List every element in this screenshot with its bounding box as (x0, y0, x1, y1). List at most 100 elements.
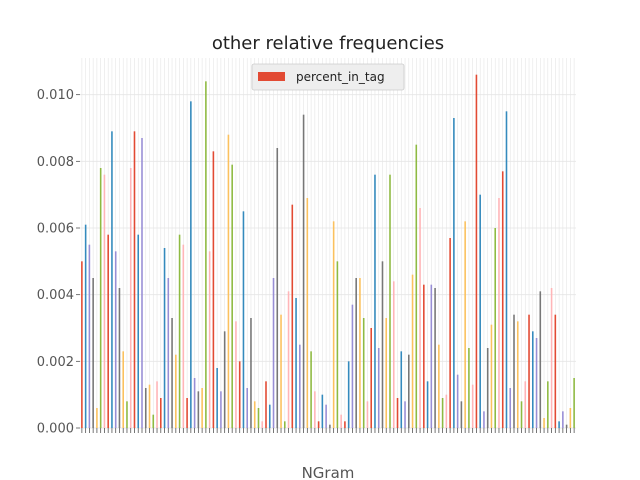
bar (573, 378, 575, 428)
bar (302, 114, 305, 429)
y-tick-label: 0.000 (37, 422, 74, 437)
bar (434, 288, 436, 428)
bar (524, 381, 527, 428)
bar (362, 318, 365, 428)
bar (528, 314, 530, 428)
bar (122, 351, 124, 428)
bar (107, 234, 109, 428)
bar (81, 261, 83, 428)
bar (340, 414, 342, 428)
x-axis-label: NGram (302, 464, 355, 480)
bar (329, 424, 331, 428)
y-tick-label: 0.004 (37, 288, 74, 303)
bar (411, 274, 414, 428)
bar (144, 388, 147, 428)
bar (148, 384, 151, 428)
bar (513, 314, 515, 428)
bar (246, 388, 248, 428)
legend-swatch (258, 72, 285, 81)
bar (156, 381, 158, 428)
bar (197, 391, 200, 428)
bar (404, 401, 406, 428)
bar (547, 381, 549, 428)
bar (193, 378, 196, 428)
bar (133, 131, 136, 428)
bar (471, 384, 474, 428)
bar (190, 101, 192, 428)
x-axis-ticks (81, 428, 575, 433)
bar (242, 211, 245, 428)
bar (509, 388, 512, 428)
bar (479, 194, 481, 428)
bar (235, 321, 237, 428)
bar (426, 381, 429, 428)
bar (347, 361, 350, 428)
bar (265, 381, 267, 428)
bar (569, 408, 572, 428)
bar (359, 278, 361, 428)
bar (498, 198, 500, 428)
bar (430, 284, 433, 428)
legend-box (251, 63, 405, 91)
bar (223, 331, 226, 428)
bar (118, 288, 121, 428)
bar (396, 398, 399, 428)
bar (505, 111, 508, 428)
bar (103, 174, 106, 428)
bar (490, 324, 493, 428)
bar (99, 168, 102, 428)
bar (261, 421, 264, 428)
bar (475, 74, 478, 429)
bar (355, 278, 357, 428)
bar (535, 338, 538, 428)
y-axis-ticks: 0.000 0.002 0.004 0.006 0.008 0.010 (37, 88, 80, 437)
bar (201, 388, 203, 428)
bar (400, 351, 403, 428)
bar (317, 421, 320, 428)
bar (208, 251, 211, 428)
bar (238, 361, 241, 428)
bar (464, 221, 466, 428)
bar (92, 278, 94, 428)
bar (84, 224, 87, 428)
bar (408, 354, 410, 428)
bar (310, 351, 312, 428)
bar (175, 354, 177, 428)
bar (449, 238, 451, 428)
bar (182, 244, 185, 428)
bar (445, 394, 448, 428)
bar (468, 348, 470, 428)
bar (152, 414, 155, 428)
bar (280, 314, 282, 428)
bar (88, 244, 91, 428)
y-tick-label: 0.002 (37, 355, 74, 370)
bar (392, 281, 395, 428)
bar (516, 321, 519, 428)
bar (374, 174, 376, 428)
bar (314, 391, 316, 428)
bar (441, 398, 444, 428)
bar (272, 278, 275, 428)
bar (216, 368, 218, 428)
bar (501, 171, 504, 428)
bar (419, 208, 421, 428)
bar (137, 234, 140, 428)
plot-area (80, 58, 576, 428)
grid (80, 58, 576, 429)
bar (558, 421, 560, 428)
bar (377, 348, 380, 428)
bar (299, 344, 301, 428)
bar (520, 401, 523, 428)
bar (532, 331, 534, 428)
bar (486, 348, 489, 428)
bar (96, 408, 98, 428)
bar (287, 291, 290, 428)
bar (227, 134, 230, 429)
bar (423, 284, 425, 428)
bar (456, 374, 459, 428)
bar (438, 344, 440, 428)
bar (291, 204, 294, 428)
y-tick-label: 0.008 (37, 155, 74, 170)
bar (539, 291, 542, 428)
